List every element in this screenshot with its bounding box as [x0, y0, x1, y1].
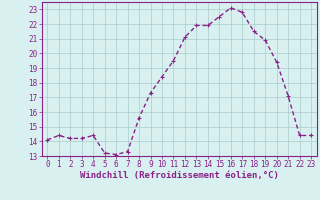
- X-axis label: Windchill (Refroidissement éolien,°C): Windchill (Refroidissement éolien,°C): [80, 171, 279, 180]
